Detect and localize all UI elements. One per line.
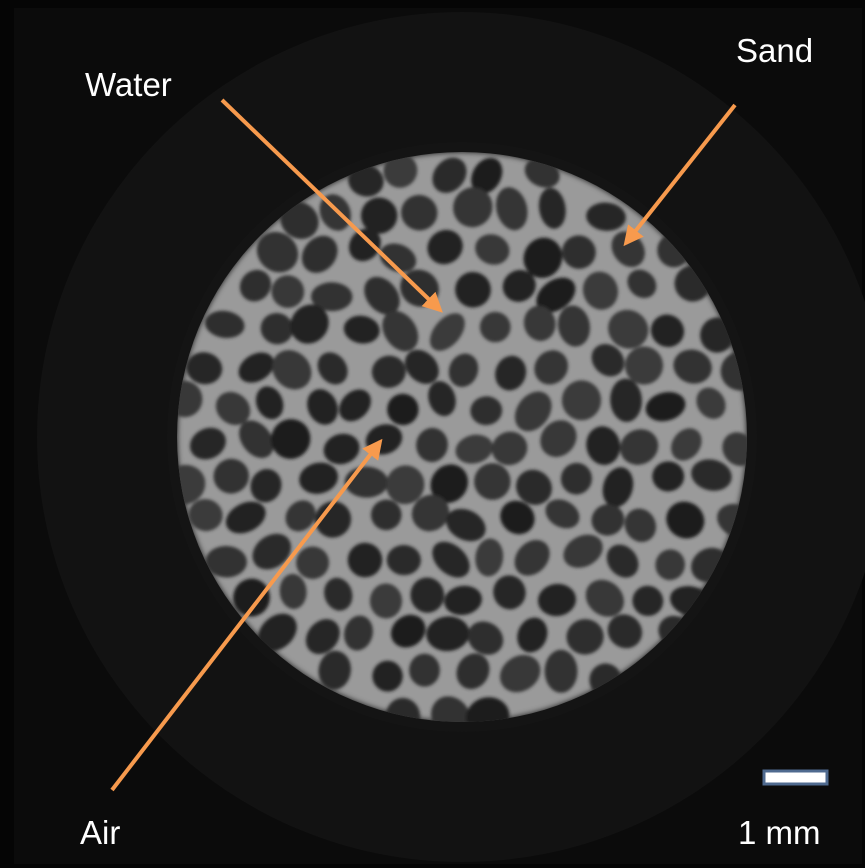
scale-label: 1 mm bbox=[738, 814, 821, 851]
page: {"labels": {"water": "Water", "sand": "S… bbox=[0, 0, 865, 868]
scale-bar bbox=[764, 771, 827, 784]
label-sand: Sand bbox=[736, 32, 813, 69]
label-air: Air bbox=[80, 814, 120, 851]
label-water: Water bbox=[85, 66, 172, 103]
grain bbox=[409, 654, 440, 687]
ct-image: Water Sand Air 1 mm bbox=[0, 0, 865, 868]
